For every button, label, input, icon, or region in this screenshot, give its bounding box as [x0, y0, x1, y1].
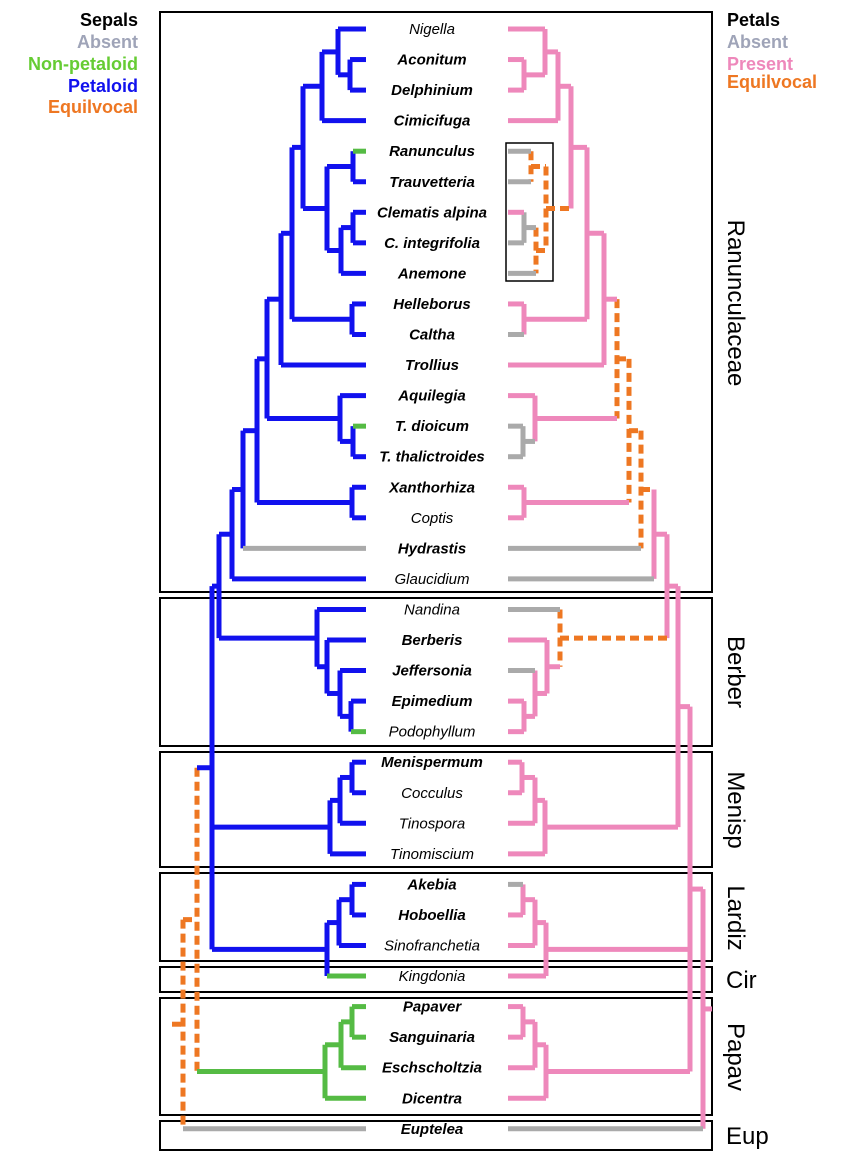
taxon-label: Caltha [409, 327, 455, 344]
taxon-label: Cocculus [401, 785, 463, 802]
family-label: Eup [726, 1123, 769, 1150]
taxon-label: Delphinium [391, 82, 473, 99]
family-box [159, 11, 713, 593]
taxon-label: T. thalictroides [379, 449, 485, 466]
sepals-legend-title: Sepals [80, 10, 138, 30]
sepals-legend-equivocal: Equilvocal [48, 97, 138, 117]
taxon-label: Dicentra [402, 1090, 462, 1107]
petals-legend-equivocal: Equilvocal [727, 72, 817, 92]
ranunculus-anemone-inset-box [505, 142, 554, 282]
taxon-label: Sinofranchetia [384, 938, 480, 955]
family-label: Berber [722, 636, 749, 708]
taxon-label: Trollius [405, 357, 459, 374]
taxon-label: Hydrastis [398, 540, 466, 557]
family-label: Menisp [722, 771, 749, 848]
taxon-label: Akebia [406, 876, 456, 893]
taxon-label: Ranunculus [389, 143, 475, 160]
taxon-label: Glaucidium [394, 571, 469, 588]
family-box [159, 597, 713, 747]
taxon-label: Sanguinaria [389, 1029, 475, 1046]
petal-tree [508, 26, 712, 1132]
family-label: Ranunculaceae [722, 220, 749, 387]
sepals-legend-nonpetaloid: Non-petaloid [28, 54, 138, 74]
petals-legend-present: Present [727, 54, 793, 74]
family-box [159, 751, 713, 868]
taxon-label: Hoboellia [398, 907, 466, 924]
family-box [159, 1120, 713, 1151]
family-boxes [159, 11, 713, 1151]
taxon-label: T. dioicum [395, 418, 469, 435]
family-box [159, 966, 713, 993]
taxon-label: Tinospora [399, 815, 466, 832]
taxon-labels: Nigella Aconitum Delphinium Cimicifuga Ranun… [377, 21, 487, 1138]
taxon-label: Nandina [404, 601, 460, 618]
family-label: Lardiz [722, 885, 749, 950]
taxon-label: Aquilegia [397, 388, 466, 405]
sepals-legend-petaloid: Petaloid [68, 76, 138, 96]
taxon-label: Tinomiscium [390, 846, 474, 863]
taxon-label: Eschscholtzia [382, 1060, 482, 1077]
taxon-label: Papaver [403, 999, 463, 1016]
sepals-legend-absent: Absent [77, 32, 138, 52]
taxon-label: Kingdonia [399, 968, 466, 985]
family-label: Cir [726, 967, 757, 994]
taxon-label: Berberis [402, 632, 463, 649]
taxon-label: Euptelea [401, 1121, 464, 1138]
petals-legend: Petals Absent Present Equilvocal [727, 10, 817, 92]
taxon-label: Epimedium [392, 693, 473, 710]
taxon-label: Menispermum [381, 754, 483, 771]
taxon-label: Coptis [411, 510, 454, 527]
petals-legend-absent: Absent [727, 32, 788, 52]
family-label: Papav [722, 1023, 749, 1091]
sepal-tree [172, 26, 366, 1132]
taxon-label: Trauvetteria [389, 174, 475, 191]
taxon-label: Aconitum [396, 52, 466, 69]
taxon-label: Helleborus [393, 296, 471, 313]
taxon-label: Anemone [397, 265, 466, 282]
taxon-label: C. integrifolia [384, 235, 480, 252]
taxon-label: Clematis alpina [377, 204, 487, 221]
taxon-label: Nigella [409, 21, 455, 38]
taxon-label: Jeffersonia [392, 663, 472, 680]
petals-legend-title: Petals [727, 10, 780, 30]
family-labels: Ranunculaceae Berber Menisp Lardiz Cir Papav E… [722, 220, 769, 1150]
sepals-legend: Sepals Absent Non-petaloid Petaloid Equi… [28, 10, 138, 117]
family-box [159, 872, 713, 962]
taxon-label: Cimicifuga [394, 113, 471, 130]
family-box [159, 997, 713, 1116]
taxon-label: Podophyllum [389, 724, 476, 741]
taxon-label: Xanthorhiza [388, 479, 475, 496]
